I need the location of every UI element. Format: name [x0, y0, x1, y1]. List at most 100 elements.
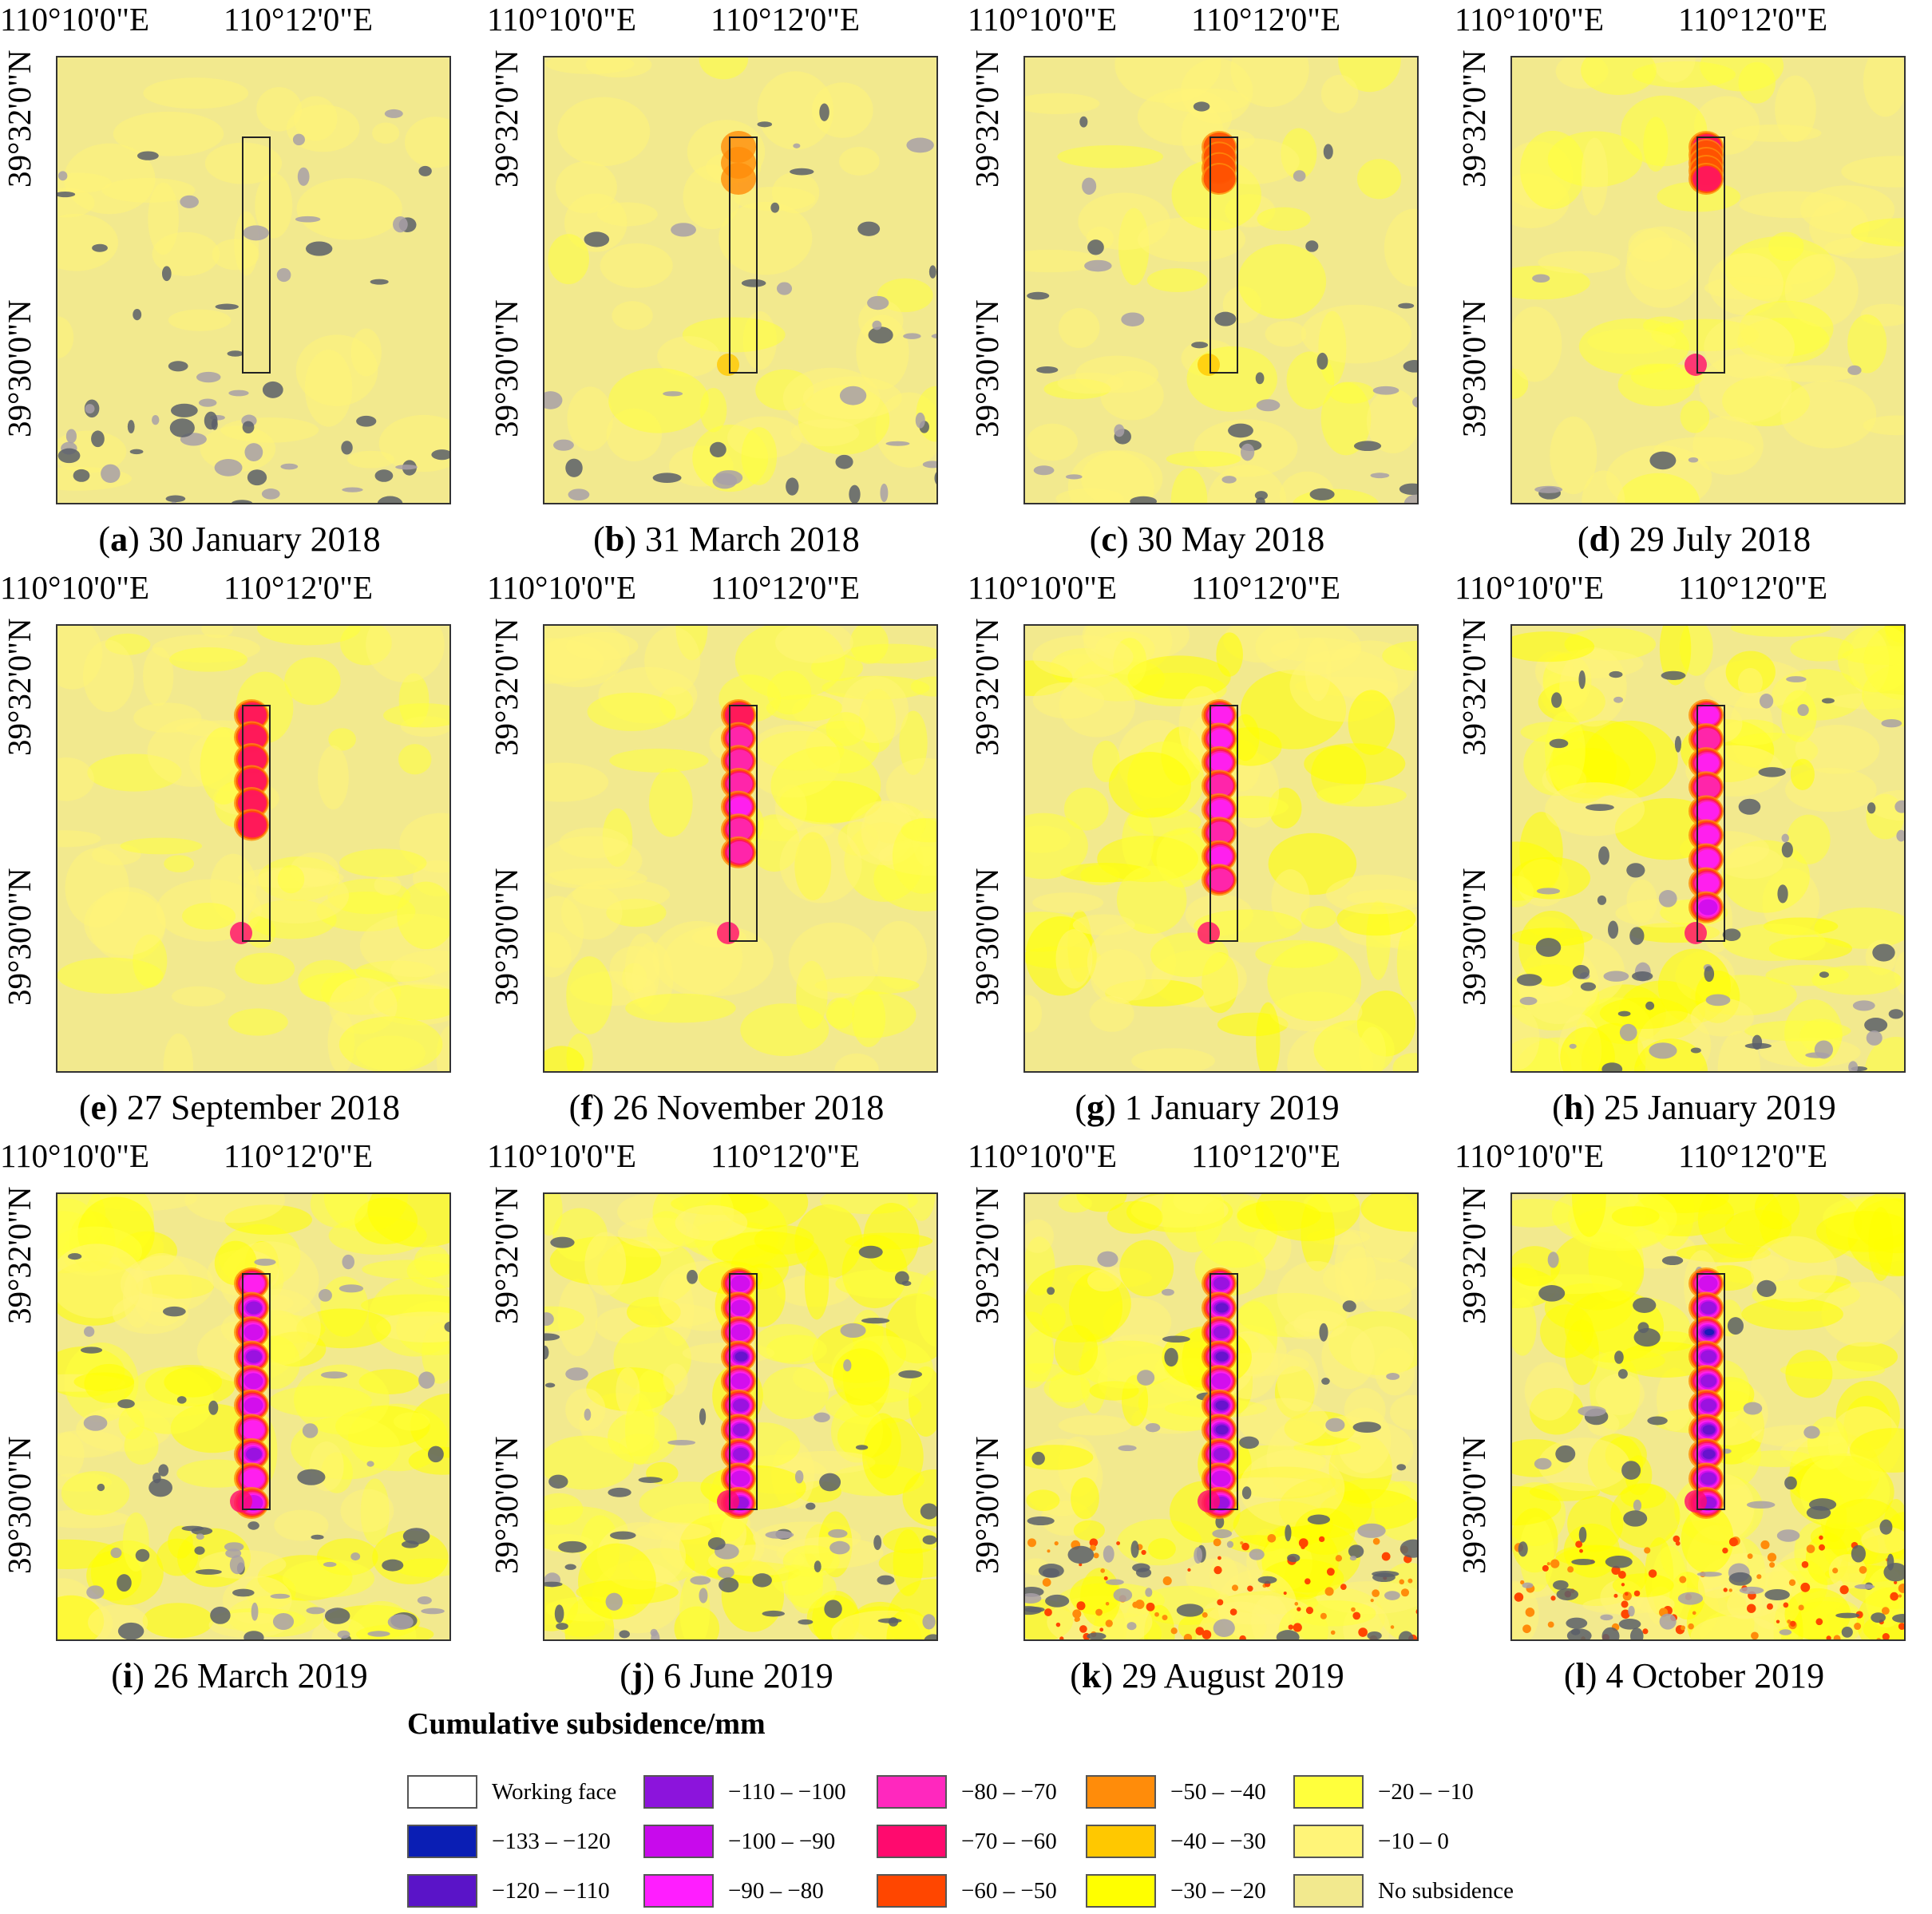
legend-item: −30 – −20 [1086, 1872, 1266, 1909]
subsidence-map [1023, 1192, 1419, 1641]
panel-caption: (c) 30 May 2018 [1089, 520, 1325, 559]
map-panel-c: 110°10'0"E 110°12'0"E 39°32'0"N 39°30'0"N (c… [968, 0, 1447, 559]
latitude-label: 39°32'0"N [1455, 49, 1492, 188]
panel-caption: (b) 31 March 2018 [593, 520, 860, 559]
latitude-label: 39°30'0"N [1, 299, 38, 437]
latitude-label: 39°30'0"N [1455, 299, 1492, 437]
legend-swatch [877, 1874, 947, 1908]
legend-label: No subsidence [1378, 1877, 1514, 1904]
longitude-label: 110°12'0"E [224, 1137, 374, 1174]
panel-caption: (k) 29 August 2019 [1070, 1656, 1344, 1695]
latitude-label: 39°30'0"N [488, 868, 525, 1006]
panel-caption: (f) 26 November 2018 [568, 1088, 885, 1127]
legend-label: −110 – −100 [728, 1778, 846, 1805]
legend-swatch [1086, 1775, 1156, 1809]
subsidence-map [543, 624, 938, 1073]
legend-label: −10 – 0 [1378, 1828, 1449, 1854]
latitude-label: 39°32'0"N [488, 1186, 525, 1324]
legend-label: −70 – −60 [961, 1828, 1057, 1854]
working-face-outline [1696, 136, 1725, 374]
panel-letter: d [1589, 520, 1609, 559]
legend-swatch [643, 1825, 714, 1858]
legend-label: −20 – −10 [1378, 1778, 1474, 1805]
legend-item: −70 – −60 [877, 1823, 1057, 1860]
panel-date: 29 August 2019 [1122, 1656, 1344, 1695]
subsidence-map [1023, 624, 1419, 1073]
latitude-label: 39°32'0"N [968, 618, 1005, 756]
legend-swatch [1086, 1874, 1156, 1908]
legend-swatch [1293, 1775, 1364, 1809]
panel-letter: h [1563, 1088, 1584, 1127]
latitude-label: 39°32'0"N [1, 49, 38, 188]
working-face-outline [242, 136, 271, 374]
panel-date: 6 June 2019 [663, 1656, 833, 1695]
working-face-outline [729, 1273, 758, 1510]
longitude-label: 110°12'0"E [711, 1, 861, 38]
panel-date: 4 October 2019 [1605, 1656, 1825, 1695]
working-face-outline [1696, 705, 1725, 942]
longitude-label: 110°12'0"E [1191, 1137, 1341, 1174]
panel-letter: a [110, 520, 129, 559]
longitude-label: 110°12'0"E [1678, 569, 1828, 606]
longitude-label: 110°10'0"E [0, 1, 150, 38]
longitude-label: 110°10'0"E [0, 1137, 150, 1174]
legend-label: −30 – −20 [1170, 1877, 1266, 1904]
map-panel-f: 110°10'0"E 110°12'0"E 39°32'0"N 39°30'0"N (f… [487, 568, 966, 1127]
panel-date: 30 January 2018 [148, 520, 381, 559]
panel-date: 1 January 2019 [1124, 1088, 1340, 1127]
legend-item: −120 – −110 [407, 1872, 610, 1909]
legend-item: −110 – −100 [643, 1774, 846, 1810]
longitude-label: 110°12'0"E [711, 1137, 861, 1174]
panel-date: 27 September 2018 [126, 1088, 400, 1127]
working-face-outline [1209, 136, 1238, 374]
panel-date: 26 November 2018 [612, 1088, 885, 1127]
latitude-label: 39°30'0"N [1, 1436, 38, 1574]
longitude-label: 110°10'0"E [1455, 1, 1605, 38]
latitude-label: 39°32'0"N [1455, 1186, 1492, 1324]
subsidence-map [1510, 56, 1906, 504]
working-face-outline [1209, 1273, 1238, 1510]
longitude-label: 110°12'0"E [1678, 1137, 1828, 1174]
latitude-label: 39°32'0"N [488, 618, 525, 756]
legend-title: Cumulative subsidence/mm [407, 1707, 766, 1741]
panel-caption: (a) 30 January 2018 [98, 520, 381, 559]
map-panel-h: 110°10'0"E 110°12'0"E 39°32'0"N 39°30'0"N (h… [1455, 568, 1932, 1127]
latitude-label: 39°30'0"N [1, 868, 38, 1006]
longitude-label: 110°10'0"E [487, 569, 637, 606]
legend-label: −80 – −70 [961, 1778, 1057, 1805]
latitude-label: 39°32'0"N [968, 1186, 1005, 1324]
panel-letter: g [1087, 1088, 1105, 1127]
latitude-label: 39°30'0"N [1455, 1436, 1492, 1574]
longitude-label: 110°12'0"E [224, 569, 374, 606]
map-panel-j: 110°10'0"E 110°12'0"E 39°32'0"N 39°30'0"N (j… [487, 1137, 966, 1695]
panel-caption: (j) 6 June 2019 [620, 1656, 833, 1695]
panel-letter: i [122, 1656, 133, 1695]
panel-letter: l [1575, 1656, 1586, 1695]
legend-label: −120 – −110 [492, 1877, 610, 1904]
longitude-label: 110°12'0"E [224, 1, 374, 38]
panel-date: 31 March 2018 [644, 520, 860, 559]
legend-item: No subsidence [1293, 1872, 1514, 1909]
legend-item: −10 – 0 [1293, 1823, 1449, 1860]
subsidence-map [1510, 1192, 1906, 1641]
working-face-outline [1696, 1273, 1725, 1510]
legend-swatch [407, 1825, 477, 1858]
panel-caption: (e) 27 September 2018 [78, 1088, 400, 1127]
latitude-label: 39°32'0"N [1455, 618, 1492, 756]
working-face-outline [242, 705, 271, 942]
panel-date: 29 July 2018 [1629, 520, 1811, 559]
panel-letter: e [90, 1088, 107, 1127]
working-face-outline [729, 705, 758, 942]
legend-swatch [877, 1825, 947, 1858]
map-panel-e: 110°10'0"E 110°12'0"E 39°32'0"N 39°30'0"N (e… [0, 568, 479, 1127]
panel-caption: (l) 4 October 2019 [1563, 1656, 1825, 1695]
subsidence-map [543, 56, 938, 504]
subsidence-map [1510, 624, 1906, 1073]
longitude-label: 110°12'0"E [1678, 1, 1828, 38]
map-panel-g: 110°10'0"E 110°12'0"E 39°32'0"N 39°30'0"N (g… [968, 568, 1447, 1127]
panel-caption: (d) 29 July 2018 [1577, 520, 1811, 559]
latitude-label: 39°32'0"N [968, 49, 1005, 188]
longitude-label: 110°10'0"E [487, 1137, 637, 1174]
longitude-label: 110°10'0"E [0, 569, 150, 606]
legend-label: −133 – −120 [492, 1828, 611, 1854]
